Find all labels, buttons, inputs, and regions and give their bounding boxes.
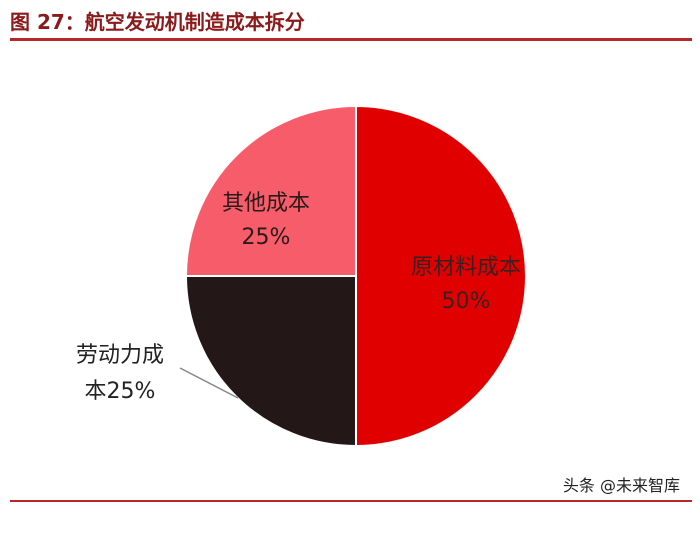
pie-labels: 原材料成本 50% 劳动力成本25% 其他成本 25%: [76, 191, 521, 404]
watermark-text: 头条 @未来智库: [562, 476, 680, 495]
slice-label: 其他成本 25%: [222, 191, 310, 250]
slice-label-line: 其他成本: [222, 191, 310, 216]
watermark: 头条 @未来智库: [563, 472, 680, 496]
chart-title: 图 27：航空发动机制造成本拆分: [10, 10, 305, 34]
slice-label: 原材料成本 50%: [411, 255, 521, 314]
slice-label-line: 25%: [242, 225, 291, 250]
title-divider: [10, 38, 692, 41]
pie-slices: [184, 104, 527, 448]
footer-divider: [10, 500, 692, 502]
pie-slice: [184, 275, 357, 448]
label-leader-line: [179, 367, 239, 399]
slice-label-line: 50%: [442, 289, 491, 314]
slice-label-line: 本25%: [85, 379, 156, 404]
pie-slice: [355, 104, 527, 448]
pie-slice: [184, 104, 357, 277]
slice-label-line: 劳动力成: [76, 343, 164, 368]
slice-label-line: 原材料成本: [411, 255, 521, 280]
slice-label: 劳动力成本25%: [76, 343, 164, 404]
